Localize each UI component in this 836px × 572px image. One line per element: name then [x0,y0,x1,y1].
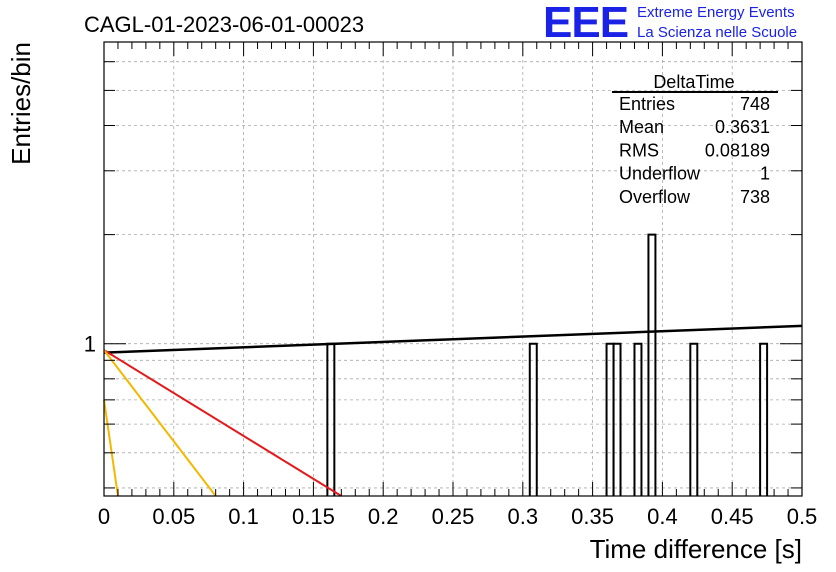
histogram-bar [759,342,769,496]
run-title: CAGL-01-2023-06-01-00023 [84,12,365,37]
histogram-bar [647,233,657,496]
stats-value: 748 [740,94,770,114]
histogram-bar [689,342,699,496]
fit-line-yellow [103,399,119,497]
x-tick-label: 0.35 [571,504,614,529]
stats-value: 0.08189 [705,140,770,160]
stats-label: Entries [619,94,675,114]
fit-line-yellow [103,349,217,497]
x-tick-label: 0.05 [152,504,195,529]
x-tick-label: 0 [98,504,110,529]
logo-line-2: La Scienza nelle Scuole [637,24,798,41]
histogram-bar [605,342,615,496]
stats-value: 0.3631 [715,117,770,137]
x-tick-label: 0.15 [292,504,335,529]
fit-line-red [103,349,342,497]
stats-label: RMS [619,140,659,160]
stats-value: 738 [740,187,770,207]
y-tick-label: 1 [84,332,96,357]
stats-label: Underflow [619,164,701,184]
x-tick-label: 0.3 [508,504,539,529]
x-tick-label: 0.5 [787,504,818,529]
x-axis-title: Time difference [s] [590,534,802,564]
x-tick-label: 0.1 [228,504,259,529]
stats-title: DeltaTime [653,72,734,92]
x-tick-label: 0.2 [368,504,399,529]
stats-label: Mean [619,117,664,137]
x-tick-label: 0.4 [647,504,678,529]
eee-logo: EEE [543,0,629,47]
stats-label: Overflow [619,187,691,207]
stats-value: 1 [760,164,770,184]
y-axis-title: Entries/bin [6,42,36,165]
histogram-bar [633,342,643,496]
x-tick-label: 0.25 [432,504,475,529]
x-tick-label: 0.45 [711,504,754,529]
fit-line-black [103,324,803,354]
logo-line-1: Extreme Energy Events [637,4,795,21]
histogram-bar [528,342,538,496]
histogram-bar [326,342,336,496]
histogram-bar [612,342,622,496]
